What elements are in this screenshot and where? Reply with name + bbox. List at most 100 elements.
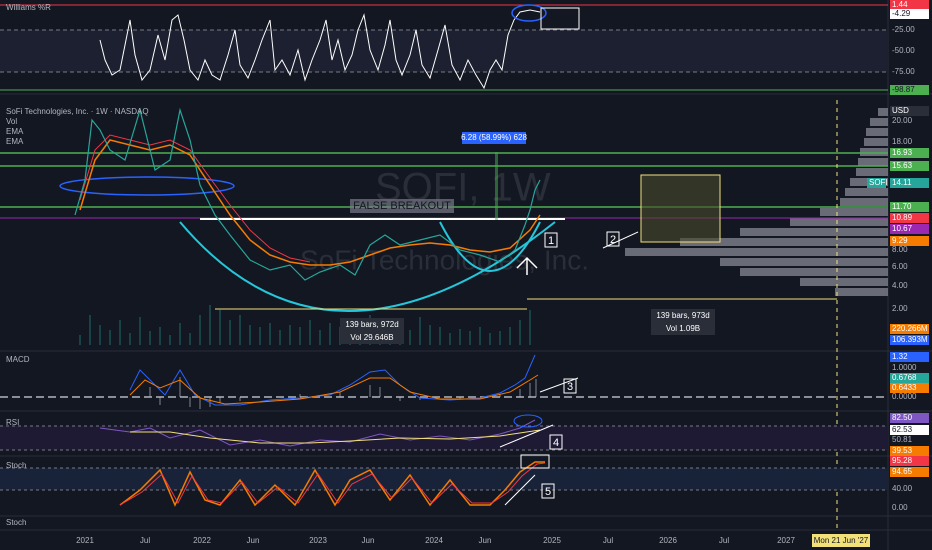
price-label-bg [890, 161, 929, 171]
marker-box [549, 434, 563, 450]
time-label: 2024 [425, 536, 443, 545]
time-label: Jun [479, 536, 492, 545]
price-label-bg [890, 456, 929, 466]
price-label: 0.6768 [892, 373, 917, 382]
target-box [640, 174, 721, 243]
range-label: Vol 29.646B [350, 333, 393, 342]
pane-title: RSI [6, 418, 19, 427]
price-label: SOFI [869, 178, 888, 187]
price-label: 82.50 [892, 413, 913, 422]
price-label-bg [890, 467, 929, 477]
price-label: 1.44 [892, 0, 908, 9]
circle-annotation [513, 414, 543, 428]
price-label: 20.00 [892, 116, 913, 125]
pane-title: SoFi Technologies, Inc. · 1W · NASDAQ [6, 107, 149, 116]
pane-title: MACD [6, 355, 30, 364]
price-label: 220.266M [892, 324, 928, 333]
stoch-k [119, 461, 545, 507]
range-label-bg [340, 318, 404, 344]
time-label: 2026 [659, 536, 677, 545]
time-label: 2027 [777, 536, 795, 545]
price-label: 0.0000 [892, 392, 917, 401]
price-label-bg [890, 178, 929, 188]
price-line [74, 107, 541, 281]
price-label: 50.81 [892, 435, 913, 444]
arrow [516, 256, 538, 275]
marker-label: 1 [548, 235, 554, 247]
price-label-bg [890, 85, 929, 95]
marker-label: 2 [610, 234, 616, 246]
price-label: 39.53 [892, 446, 913, 455]
arrow [602, 231, 639, 249]
rsi-band [0, 426, 888, 450]
measure-label: 6.28 (58.99%) 628 [461, 133, 527, 142]
wr-line [99, 9, 541, 90]
pane-title: Williams %R [6, 3, 51, 12]
price-label: 94.65 [892, 467, 913, 476]
price-label-bg [890, 352, 929, 362]
handle-arc [439, 221, 541, 272]
price-label-bg [890, 425, 929, 435]
range-label: Vol 1.09B [666, 324, 700, 333]
wr-band [0, 30, 888, 72]
price-label: 8.00 [892, 245, 908, 254]
price-label: 6.00 [892, 262, 908, 271]
price-label: -4.29 [892, 9, 911, 18]
range-label-bg [651, 309, 715, 335]
measure-label-bg [462, 132, 526, 144]
price-label: 16.93 [892, 148, 913, 157]
price-label: -75.00 [892, 67, 915, 76]
rsi-ma [130, 429, 541, 444]
price-label-bg [890, 224, 929, 234]
price-label: -25.00 [892, 25, 915, 34]
price-label-bg [890, 413, 929, 423]
price-label: 0.6433 [892, 383, 917, 392]
price-label: 40.00 [892, 484, 913, 493]
volume-profile [625, 108, 888, 296]
price-label: 15.63 [892, 161, 913, 170]
box-annotation [520, 454, 550, 469]
price-label: 1.0000 [892, 363, 917, 372]
price-label-bg [890, 383, 929, 393]
annotation: FALSE BREAKOUT [353, 200, 451, 212]
cup-arc [179, 221, 556, 312]
price-label: 14.11 [892, 178, 912, 187]
circle-annotation [511, 4, 547, 22]
watermark: SOFI, 1W SoFi Technologies, Inc. [300, 166, 589, 276]
ema-line [79, 134, 311, 263]
price-label-bg [890, 236, 929, 246]
price-label-bg [890, 335, 929, 345]
legend-item: Vol [6, 117, 17, 126]
price-label: 10.89 [892, 213, 913, 222]
box-annotation [540, 7, 580, 30]
time-label: 2021 [76, 536, 94, 545]
marker-label: 3 [567, 381, 573, 393]
circle-annotation [59, 176, 235, 196]
marker-label: 5 [545, 486, 551, 498]
price-label: 0.00 [892, 503, 908, 512]
legend-item: EMA [6, 127, 24, 136]
time-label: Jul [719, 536, 729, 545]
watermark-text: SoFi Technologies, Inc. [300, 244, 589, 275]
signal-line [129, 374, 539, 405]
price-label: 10.67 [892, 224, 913, 233]
range-label: 139 bars, 972d [345, 320, 398, 329]
range-label: 139 bars, 973d [656, 311, 709, 320]
price-label-bg [890, 213, 929, 223]
price-label: 18.00 [892, 137, 913, 146]
price-label-bg [890, 202, 929, 212]
price-label: 9.29 [892, 236, 908, 245]
price-label: 95.28 [892, 456, 913, 465]
price-label-bg [890, 9, 929, 19]
price-label-bg [890, 148, 929, 158]
macd-histogram [149, 377, 537, 409]
time-label: Jul [140, 536, 150, 545]
marker-box [563, 378, 577, 394]
legend-item: EMA [6, 137, 24, 146]
marker-box [544, 232, 558, 248]
pane-title: Stoch [6, 518, 26, 527]
price-label: 4.00 [892, 281, 908, 290]
price-label: 1.32 [892, 352, 908, 361]
